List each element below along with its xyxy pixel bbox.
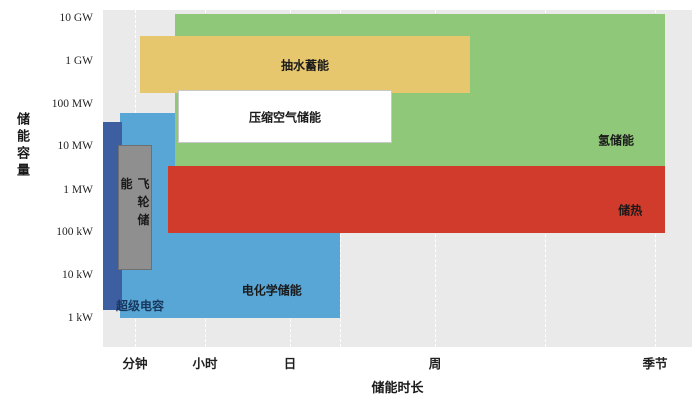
x-tick-0: 分钟 [122, 357, 148, 371]
y-tick-6: 10 kW [62, 269, 93, 281]
y-tick-5: 100 kW [56, 226, 93, 238]
region-label-choushui: 抽水蓄能 [280, 58, 330, 72]
y-tick-1: 1 GW [65, 55, 93, 67]
region-label-yasuo: 压缩空气储能 [248, 110, 322, 124]
y-axis-title: 储能容量 [15, 112, 30, 180]
chaoji-label: 超级电容 [116, 299, 165, 313]
region-choushui: 抽水蓄能 [140, 36, 470, 93]
plot-area: 电化学储能 氢储能储热 抽水蓄能压缩空气储能飞轮储能超级电容 [103, 10, 692, 347]
region-feilun: 飞轮储能 [118, 145, 152, 270]
x-tick-3: 周 [428, 357, 442, 371]
region-chure: 储热 [168, 166, 665, 233]
region-yasuo: 压缩空气储能 [178, 90, 392, 143]
y-tick-3: 10 MW [57, 140, 93, 152]
y-tick-2: 100 MW [51, 98, 93, 110]
y-tick-4: 1 MW [63, 184, 93, 196]
y-axis: 10 GW 1 GW 100 MW 10 MW 1 MW 100 kW 10 kW 1 kW [0, 10, 97, 347]
region-chaoji [103, 122, 122, 310]
x-axis-title: 储能时长 [371, 380, 424, 395]
region-label-dianhuaxue: 电化学储能 [241, 283, 302, 298]
region-label-qing: 氢储能 [597, 133, 635, 148]
y-tick-7: 1 kW [67, 312, 93, 324]
x-axis: 分钟 小时 日 周 季节 [103, 353, 692, 371]
region-label-feilun: 飞轮储能 [119, 176, 150, 231]
region-label-chure: 储热 [618, 203, 643, 218]
x-tick-2: 日 [283, 357, 297, 371]
x-tick-1: 小时 [192, 357, 218, 371]
x-tick-4: 季节 [642, 357, 668, 371]
y-tick-0: 10 GW [59, 12, 93, 24]
